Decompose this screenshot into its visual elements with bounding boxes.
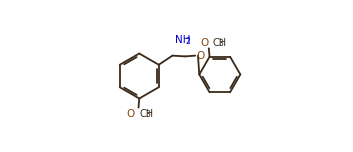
Text: 3: 3 <box>219 39 223 48</box>
Text: NH: NH <box>175 35 191 45</box>
Text: O: O <box>200 38 209 48</box>
Text: 2: 2 <box>186 37 191 46</box>
Text: O: O <box>196 51 204 61</box>
Text: CH: CH <box>212 38 226 48</box>
Text: O: O <box>126 109 135 119</box>
Text: CH: CH <box>139 109 154 119</box>
Text: 3: 3 <box>146 110 150 119</box>
